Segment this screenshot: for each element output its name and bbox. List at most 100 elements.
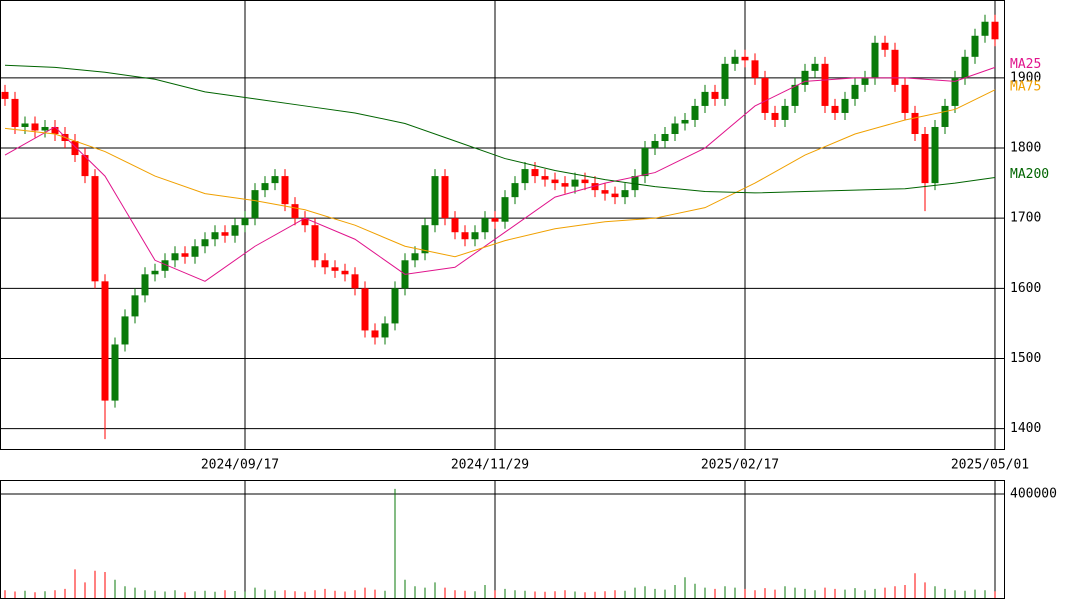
x-tick-label: 2025/02/17 <box>701 458 779 473</box>
candle-body <box>641 148 649 177</box>
candle-body <box>491 218 499 222</box>
candle-body <box>731 56 739 64</box>
candle-body <box>151 270 159 275</box>
candle-body <box>801 70 809 85</box>
candle-body <box>221 232 229 236</box>
candle-body <box>551 179 559 184</box>
candle-body <box>571 179 579 187</box>
candle-body <box>851 84 859 99</box>
candle-body <box>581 179 589 184</box>
candle-body <box>351 274 359 289</box>
candle-body <box>421 225 429 254</box>
candle-body <box>41 126 49 131</box>
moving-average-line <box>4 89 996 258</box>
x-tick-label: 2025/05/01 <box>951 458 1029 473</box>
candle-body <box>441 176 449 219</box>
candle-body <box>881 42 889 50</box>
candle-body <box>931 126 939 184</box>
candle-body <box>481 218 489 233</box>
price-frame <box>0 0 1005 450</box>
candle-body <box>671 123 679 134</box>
candle-body <box>91 176 99 282</box>
candle-body <box>941 105 949 127</box>
y-tick-label: 1900 <box>1010 70 1041 85</box>
moving-average-line <box>4 64 996 194</box>
candle-body <box>431 176 439 226</box>
candle-body <box>561 183 569 187</box>
candle-body <box>611 193 619 198</box>
x-tick-label: 2024/11/29 <box>451 458 529 473</box>
candle-body <box>601 190 609 194</box>
candle-body <box>281 176 289 205</box>
candle-body <box>591 183 599 191</box>
y-tick-label: 1500 <box>1010 351 1041 366</box>
candle-body <box>911 112 919 134</box>
candle-body <box>661 133 669 142</box>
candle-body <box>501 197 509 222</box>
candle-body <box>181 253 189 257</box>
candle-body <box>121 316 129 345</box>
candle-body <box>251 190 259 219</box>
candle-body <box>471 232 479 240</box>
candle-body <box>361 288 369 331</box>
candle-body <box>171 253 179 261</box>
candle-body <box>271 176 279 184</box>
candle-body <box>311 225 319 261</box>
candle-body <box>531 169 539 177</box>
legend-label: MA200 <box>1010 167 1049 182</box>
legend-label: MA25 <box>1010 57 1041 72</box>
candle-body <box>291 204 299 219</box>
candle-body <box>451 218 459 233</box>
candle-body <box>101 281 109 401</box>
candle-body <box>331 267 339 271</box>
candle-body <box>871 42 879 78</box>
candle-body <box>301 218 309 226</box>
candle-body <box>261 183 269 191</box>
candle-body <box>901 84 909 113</box>
candle-body <box>211 232 219 240</box>
candle-body <box>321 260 329 268</box>
candle-body <box>771 112 779 120</box>
volume-frame <box>0 480 1005 599</box>
candle-body <box>541 176 549 180</box>
candle-body <box>761 77 769 113</box>
candle-body <box>201 239 209 247</box>
candle-body <box>961 56 969 78</box>
candle-body <box>31 123 39 131</box>
candle-body <box>511 183 519 198</box>
candle-body <box>791 84 799 106</box>
candle-body <box>391 288 399 324</box>
candle-body <box>741 56 749 61</box>
candle-body <box>861 77 869 85</box>
candle-body <box>231 225 239 236</box>
candle-body <box>161 260 169 271</box>
candle-body <box>631 176 639 191</box>
candle-body <box>371 330 379 338</box>
candle-body <box>341 270 349 275</box>
candle-body <box>521 169 529 184</box>
candle-body <box>681 119 689 124</box>
candle-body <box>81 155 89 177</box>
candle-body <box>71 141 79 156</box>
candle-body <box>981 21 989 36</box>
y-tick-label: 1700 <box>1010 211 1041 226</box>
candle-body <box>21 123 29 127</box>
candle-body <box>991 21 999 40</box>
y-tick-label: 1600 <box>1010 281 1041 296</box>
y-tick-label: 400000 <box>1010 487 1057 502</box>
candle-body <box>381 323 389 338</box>
candle-body <box>821 63 829 106</box>
candle-body <box>781 105 789 120</box>
candle-body <box>721 63 729 99</box>
x-tick-label: 2024/09/17 <box>201 458 279 473</box>
candle-body <box>11 98 19 127</box>
candle-body <box>241 218 249 226</box>
candle-body <box>921 133 929 184</box>
candle-body <box>131 295 139 317</box>
candle-body <box>831 105 839 113</box>
moving-average-line <box>4 66 996 282</box>
candle-body <box>751 60 759 78</box>
candle-body <box>141 274 149 296</box>
candle-body <box>651 141 659 149</box>
candle-body <box>701 91 709 106</box>
